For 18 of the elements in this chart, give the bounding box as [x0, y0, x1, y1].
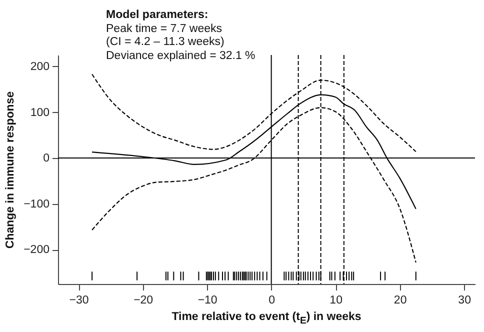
- x-tick-label: −20: [134, 294, 154, 306]
- x-tick-label: 20: [394, 294, 407, 306]
- x-tick-label: 0: [268, 294, 276, 306]
- x-tick-label: 10: [330, 294, 342, 306]
- y-tick-label: −200: [24, 244, 50, 256]
- text: (CI = 4.2 – 11.3 weeks): [106, 36, 226, 50]
- text: Peak time = 7.7 weeks: [106, 22, 224, 36]
- annotation: Deviance explained = 32.1 %: [106, 50, 256, 63]
- y-axis-title: Change in immune response: [4, 91, 17, 249]
- y-tick-label: −100: [24, 198, 50, 210]
- y-tick-label: 0: [43, 152, 50, 165]
- x-tick-label: 30: [458, 294, 471, 306]
- x-tick-label: −10: [198, 294, 218, 306]
- y-tick-label: 200: [30, 60, 50, 73]
- y-tick-label: 100: [30, 106, 50, 119]
- x-tick-label: −30: [69, 294, 89, 306]
- x-axis-title: Time relative to event (t$_{E}$) in weeks: [170, 311, 362, 326]
- text: Model parameters:: [106, 9, 210, 22]
